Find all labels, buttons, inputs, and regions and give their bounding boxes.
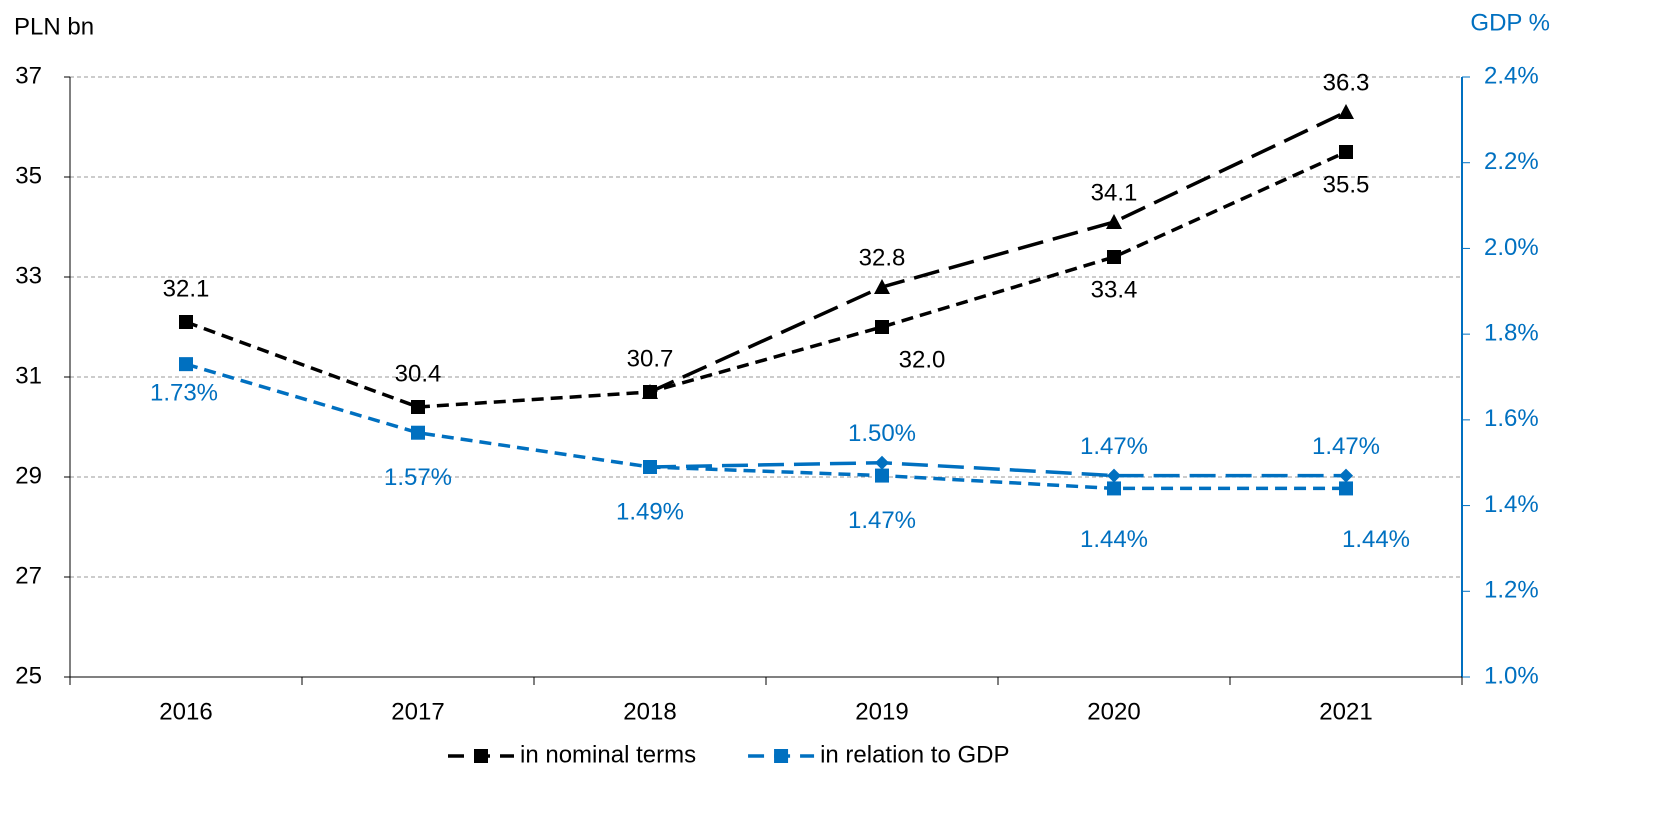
marker xyxy=(1106,214,1122,229)
data-label: 34.1 xyxy=(1091,179,1138,206)
data-label: 1.44% xyxy=(1342,526,1410,553)
y2-tick-label: 2.2% xyxy=(1484,148,1539,175)
marker xyxy=(643,460,657,474)
data-label: 32.0 xyxy=(899,346,946,373)
y2-tick-label: 1.0% xyxy=(1484,662,1539,689)
y2-tick-label: 1.4% xyxy=(1484,491,1539,518)
data-label: 30.4 xyxy=(395,360,442,387)
marker xyxy=(1339,145,1353,159)
series-line xyxy=(185,362,1346,491)
y2-axis-title: GDP % xyxy=(1470,9,1550,36)
marker xyxy=(1338,104,1354,119)
legend-label: in relation to GDP xyxy=(820,741,1009,768)
data-label: 36.3 xyxy=(1323,69,1370,96)
data-label: 30.7 xyxy=(627,345,674,372)
y-tick-label: 29 xyxy=(15,462,42,489)
marker xyxy=(875,320,889,334)
y2-tick-label: 1.6% xyxy=(1484,405,1539,432)
data-label: 1.47% xyxy=(1080,433,1148,460)
y2-tick-label: 1.2% xyxy=(1484,577,1539,604)
series-line xyxy=(185,150,1347,409)
x-tick-label: 2018 xyxy=(623,698,676,725)
data-label: 1.47% xyxy=(1312,433,1380,460)
marker xyxy=(1339,481,1353,496)
y-tick-label: 33 xyxy=(15,262,42,289)
marker xyxy=(1339,468,1353,483)
x-tick-label: 2017 xyxy=(391,698,444,725)
marker xyxy=(875,455,889,470)
marker xyxy=(411,400,425,414)
y-axis-title: PLN bn xyxy=(14,13,94,40)
marker xyxy=(1107,250,1121,264)
data-label: 1.73% xyxy=(150,379,218,406)
y-tick-label: 25 xyxy=(15,662,42,689)
x-tick-label: 2020 xyxy=(1087,698,1140,725)
marker xyxy=(179,357,193,372)
marker xyxy=(179,315,193,329)
data-label: 1.44% xyxy=(1080,526,1148,553)
marker xyxy=(875,468,889,483)
data-label: 1.49% xyxy=(616,498,684,525)
legend-marker xyxy=(474,749,488,763)
data-label: 1.57% xyxy=(384,464,452,491)
x-tick-label: 2016 xyxy=(159,698,212,725)
y2-tick-label: 1.8% xyxy=(1484,319,1539,346)
y-tick-label: 31 xyxy=(15,362,42,389)
marker xyxy=(1107,481,1121,496)
marker xyxy=(1107,468,1121,483)
legend-marker xyxy=(774,749,789,763)
x-tick-label: 2021 xyxy=(1319,698,1372,725)
series-line xyxy=(649,460,1346,478)
data-label: 33.4 xyxy=(1091,276,1138,303)
x-tick-label: 2019 xyxy=(855,698,908,725)
y2-tick-label: 2.4% xyxy=(1484,62,1539,89)
data-label: 35.5 xyxy=(1323,171,1370,198)
data-label: 1.47% xyxy=(848,507,916,534)
data-label: 32.1 xyxy=(163,275,210,302)
data-label: 32.8 xyxy=(859,244,906,271)
series-line xyxy=(649,110,1347,394)
y-tick-label: 27 xyxy=(15,562,42,589)
marker xyxy=(874,279,890,294)
y-tick-label: 37 xyxy=(15,62,42,89)
marker xyxy=(642,384,658,399)
y2-tick-label: 2.0% xyxy=(1484,234,1539,261)
y-tick-label: 35 xyxy=(15,162,42,189)
data-label: 1.50% xyxy=(848,420,916,447)
legend-label: in nominal terms xyxy=(520,741,696,768)
marker xyxy=(411,425,425,440)
